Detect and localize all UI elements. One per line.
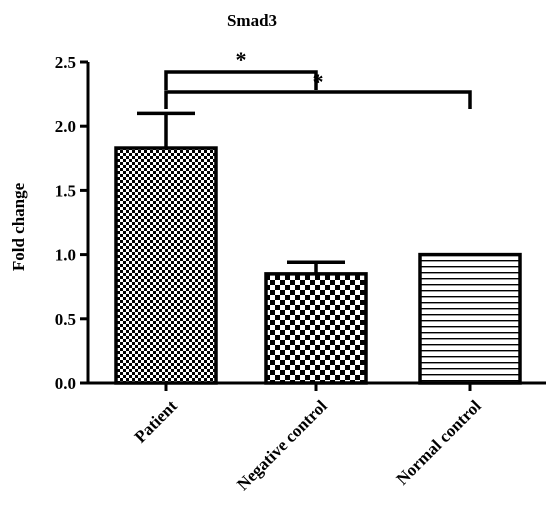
bars — [114, 146, 522, 385]
y-axis-ticks: 0.0 0.5 1.0 1.5 2.0 2.5 — [55, 53, 88, 393]
bar — [264, 272, 368, 385]
y-tick-label: 0.0 — [55, 374, 76, 393]
significance-bracket — [164, 90, 472, 109]
bar — [114, 146, 218, 385]
x-axis-labels: Patient Negative control Normal control — [131, 383, 485, 494]
x-tick-label: Patient — [131, 396, 181, 446]
bar — [418, 252, 522, 385]
y-tick-label: 2.5 — [55, 53, 76, 72]
y-tick-label: 2.0 — [55, 117, 76, 136]
y-tick-label: 1.5 — [55, 181, 76, 200]
y-tick-label: 1.0 — [55, 246, 76, 265]
error-bars — [137, 111, 345, 274]
y-axis-label: Fold change — [9, 182, 28, 271]
significance-star: * — [236, 47, 247, 72]
significance-star: * — [313, 69, 324, 94]
significance-bracket — [164, 70, 318, 90]
y-tick-label: 0.5 — [55, 310, 76, 329]
x-tick-label: Normal control — [392, 396, 485, 489]
significance-brackets: ** — [164, 47, 472, 109]
chart-title: Smad3 — [227, 11, 277, 30]
x-tick-label: Negative control — [233, 396, 331, 494]
